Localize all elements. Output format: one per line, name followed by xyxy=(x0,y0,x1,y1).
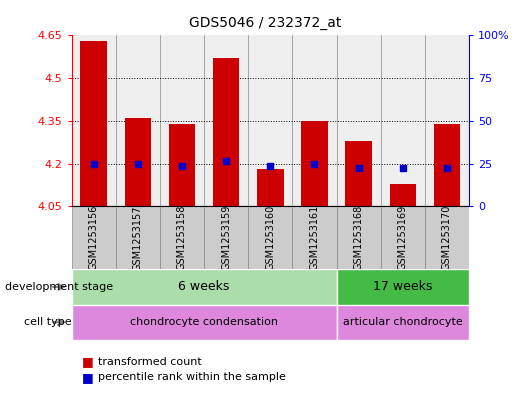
Text: 17 weeks: 17 weeks xyxy=(373,280,432,294)
Bar xyxy=(72,305,337,340)
Bar xyxy=(293,206,337,269)
Bar xyxy=(248,206,293,269)
Bar xyxy=(72,269,337,305)
Bar xyxy=(248,35,293,206)
Bar xyxy=(72,206,116,269)
Text: 6 weeks: 6 weeks xyxy=(179,280,229,294)
Text: GSM1253161: GSM1253161 xyxy=(310,205,320,270)
Bar xyxy=(425,206,469,269)
Bar xyxy=(293,35,337,206)
Bar xyxy=(160,206,204,269)
Bar xyxy=(169,124,195,206)
Bar xyxy=(337,206,381,269)
Bar xyxy=(381,35,425,206)
Text: GSM1253159: GSM1253159 xyxy=(221,205,231,270)
Bar xyxy=(337,269,469,305)
Bar xyxy=(213,58,240,206)
Bar xyxy=(116,35,160,206)
Bar xyxy=(81,41,107,206)
Text: transformed count: transformed count xyxy=(98,356,202,367)
Bar xyxy=(381,206,425,269)
Bar xyxy=(337,35,381,206)
Text: GSM1253158: GSM1253158 xyxy=(177,205,187,270)
Text: ■: ■ xyxy=(82,371,94,384)
Bar xyxy=(160,35,204,206)
Bar xyxy=(337,305,469,340)
Text: ■: ■ xyxy=(82,355,94,368)
Text: GSM1253170: GSM1253170 xyxy=(442,205,452,270)
Text: GSM1253169: GSM1253169 xyxy=(398,205,408,270)
Text: percentile rank within the sample: percentile rank within the sample xyxy=(98,372,286,382)
Bar xyxy=(204,35,248,206)
Bar xyxy=(204,206,248,269)
Bar xyxy=(390,184,416,206)
Text: GSM1253168: GSM1253168 xyxy=(354,205,364,270)
Bar xyxy=(346,141,372,206)
Text: cell type: cell type xyxy=(24,317,72,327)
Text: GDS5046 / 232372_at: GDS5046 / 232372_at xyxy=(189,16,341,30)
Bar xyxy=(257,169,284,206)
Bar xyxy=(434,124,460,206)
Bar xyxy=(125,118,151,206)
Bar xyxy=(301,121,328,206)
Text: GSM1253157: GSM1253157 xyxy=(133,205,143,270)
Text: GSM1253156: GSM1253156 xyxy=(89,205,99,270)
Text: development stage: development stage xyxy=(5,282,113,292)
Text: articular chondrocyte: articular chondrocyte xyxy=(343,317,463,327)
Bar xyxy=(116,206,160,269)
Text: chondrocyte condensation: chondrocyte condensation xyxy=(130,317,278,327)
Bar xyxy=(425,35,469,206)
Bar xyxy=(72,35,116,206)
Text: GSM1253160: GSM1253160 xyxy=(266,205,275,270)
